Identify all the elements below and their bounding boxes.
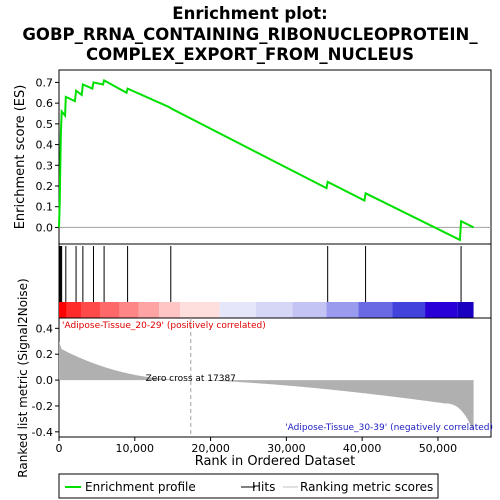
- x-tick-label: 40,000: [343, 442, 382, 455]
- x-axis-label: Rank in Ordered Dataset: [195, 454, 356, 469]
- legend-hits-label: Hits: [252, 480, 275, 494]
- metric-y-tick-label: 0.2: [36, 348, 54, 361]
- positive-correlation-label: 'Adipose-Tissue_20-29' (positively corre…: [62, 321, 266, 331]
- chart-title-line3: COMPLEX_EXPORT_FROM_NUCLEUS: [86, 45, 414, 64]
- negative-correlation-label: 'Adipose-Tissue_30-39' (negatively corre…: [285, 423, 493, 433]
- heatmap-band: [292, 302, 327, 318]
- x-tick-label: 30,000: [267, 442, 306, 455]
- es-profile-line: [58, 78, 475, 242]
- es-panel: [58, 69, 492, 245]
- heatmap-band: [219, 302, 257, 318]
- heatmap-band: [119, 302, 139, 318]
- heatmap-band: [81, 302, 101, 318]
- x-tick-label: 20,000: [191, 442, 230, 455]
- es-y-tick-label: 0.5: [36, 118, 54, 131]
- metric-y-tick-label: -0.4: [32, 426, 53, 439]
- x-tick-label: 0: [56, 442, 63, 455]
- chart-title-line2: GOBP_RRNA_CONTAINING_RIBONUCLEOPROTEIN_: [22, 25, 478, 44]
- hits-group: [59, 246, 462, 302]
- ranking-heatmap-bar: [59, 302, 474, 318]
- heatmap-band: [358, 302, 393, 318]
- es-y-tick-label: 0.7: [36, 76, 54, 89]
- es-y-tick-label: 0.1: [36, 201, 54, 214]
- metric-y-tick-label: -0.2: [32, 400, 53, 413]
- heatmap-band: [326, 302, 359, 318]
- x-tick-label: 50,000: [419, 442, 458, 455]
- es-y-tick-label: 0.4: [36, 139, 54, 152]
- heatmap-band: [138, 302, 160, 318]
- legend-metric-label: Ranking metric scores: [300, 480, 433, 494]
- heatmap-band: [457, 302, 474, 318]
- x-axis-ticks: 0 10,000 20,000 30,000 40,000 50,000: [56, 437, 458, 455]
- heatmap-band: [256, 302, 293, 318]
- heatmap-band: [159, 302, 181, 318]
- heatmap-band: [392, 302, 426, 318]
- es-y-tick-label: 0.0: [36, 221, 54, 234]
- es-axis-ticks: 0.0 0.1 0.2 0.3 0.4 0.5 0.6 0.7: [36, 76, 59, 234]
- metric-axis-ticks: -0.4 -0.2 0.0 0.2 0.4: [32, 322, 59, 439]
- es-y-tick-label: 0.3: [36, 159, 54, 172]
- ranking-metric-area: [59, 341, 474, 432]
- heatmap-band: [425, 302, 458, 318]
- heatmap-band: [59, 302, 67, 318]
- metric-y-tick-label: 0.4: [36, 322, 54, 335]
- chart-title-line1: Enrichment plot:: [172, 4, 327, 23]
- heatmap-band: [100, 302, 120, 318]
- es-y-axis-label: Enrichment score (ES): [13, 85, 28, 230]
- zero-cross-label: Zero cross at 17387: [146, 374, 236, 384]
- legend-es-label: Enrichment profile: [85, 480, 196, 494]
- legend-box: [58, 473, 439, 499]
- metric-y-tick-label: 0.0: [36, 374, 54, 387]
- metric-y-axis-label: Ranked list metric (Signal2Noise): [16, 278, 30, 477]
- x-tick-label: 10,000: [116, 442, 155, 455]
- es-y-tick-label: 0.6: [36, 97, 54, 110]
- heatmap-band: [66, 302, 82, 318]
- es-y-tick-label: 0.2: [36, 180, 54, 193]
- heatmap-band: [180, 302, 220, 318]
